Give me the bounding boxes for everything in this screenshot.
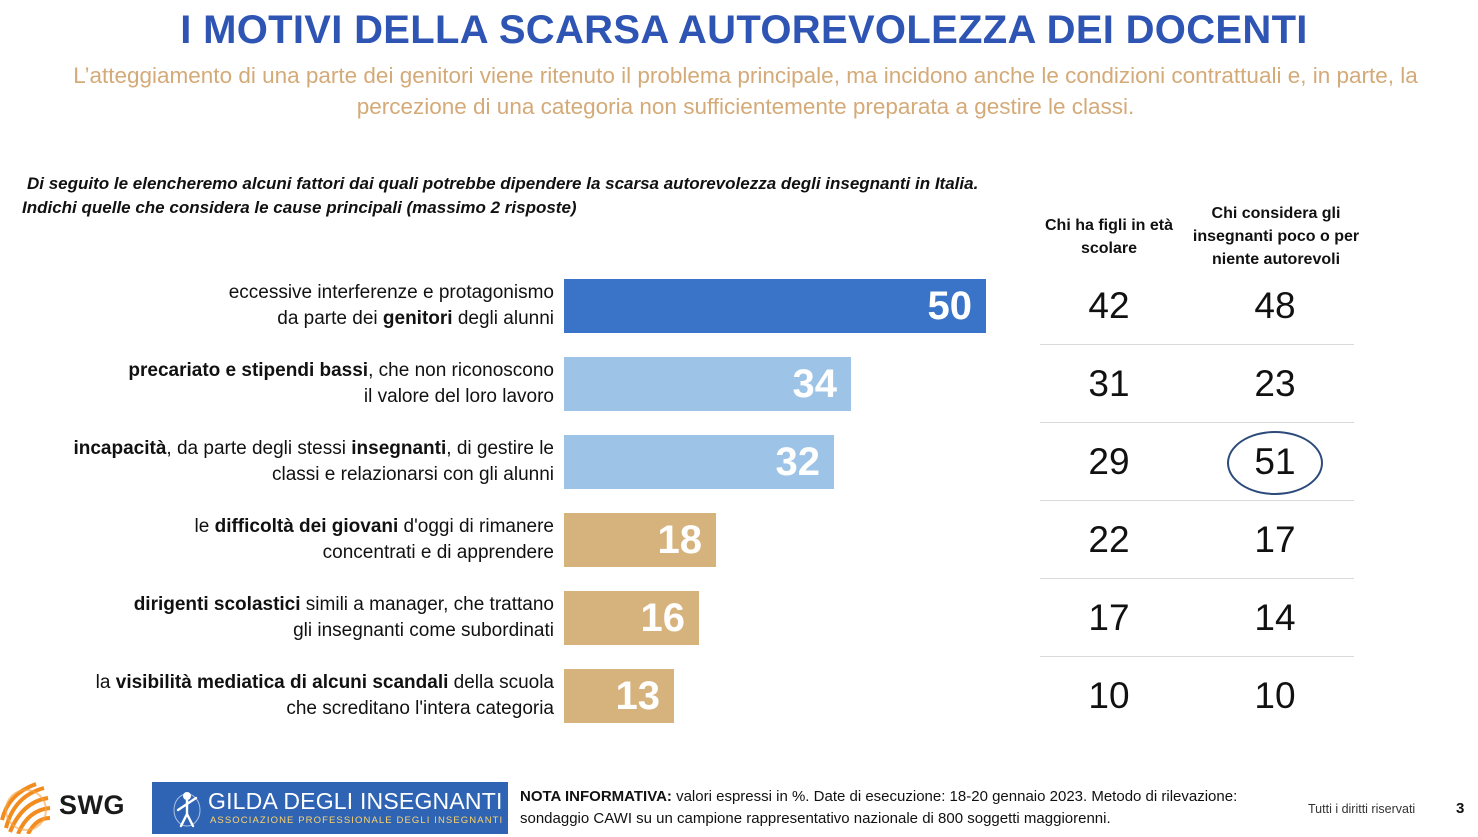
gilda-logo: GILDA DEGLI INSEGNANTI ASSOCIAZIONE PROF… xyxy=(152,782,508,834)
chart-row: la visibilità mediatica di alcuni scanda… xyxy=(0,669,1478,747)
column-header-parents: Chi ha figli in età scolare xyxy=(1044,217,1173,257)
value-parents: 22 xyxy=(1088,519,1130,560)
teacher-figure-icon xyxy=(173,792,201,828)
bar-value-label: 34 xyxy=(792,362,838,406)
category-label: la visibilità mediatica di alcuni scanda… xyxy=(95,672,554,719)
chart-row: precariato e stipendi bassi, che non ric… xyxy=(0,357,1478,435)
survey-question: Di seguito le elencheremo alcuni fattori… xyxy=(22,172,1082,220)
bar-value-label: 13 xyxy=(615,674,661,718)
bar-value-label: 50 xyxy=(927,284,973,328)
row-separator xyxy=(1040,422,1354,423)
value-low-authority: 48 xyxy=(1254,285,1296,326)
row-separator xyxy=(1040,344,1354,345)
question-line-1: Di seguito le elencheremo alcuni fattori… xyxy=(27,174,979,193)
methodology-note: NOTA INFORMATIVA: valori espressi in %. … xyxy=(520,786,1240,830)
highlight-circle xyxy=(1227,431,1323,495)
page-subtitle: L’atteggiamento di una parte dei genitor… xyxy=(73,63,1418,119)
row-separator xyxy=(1040,500,1354,501)
category-label: eccessive interferenze e protagonismo da … xyxy=(228,282,554,329)
note-label: NOTA INFORMATIVA: xyxy=(520,788,672,805)
question-line-2: Indichi quelle che considera le cause pr… xyxy=(22,198,577,217)
chart-row: incapacità, da parte degli stessi insegn… xyxy=(0,435,1478,513)
chart-row: eccessive interferenze e protagonismo da … xyxy=(0,279,1478,357)
note-text: valori espressi in %. Date di esecuzione… xyxy=(520,788,1238,827)
value-parents: 29 xyxy=(1088,441,1130,482)
value-low-authority: 17 xyxy=(1254,519,1296,560)
gilda-subtitle: ASSOCIAZIONE PROFESSIONALE DEGLI INSEGNA… xyxy=(210,815,504,826)
gilda-title: GILDA DEGLI INSEGNANTI xyxy=(208,788,503,814)
rights-notice: Tutti i diritti riservati xyxy=(1308,802,1416,816)
value-low-authority: 10 xyxy=(1254,675,1296,716)
value-parents: 10 xyxy=(1088,675,1130,716)
bar-value-label: 18 xyxy=(657,518,703,562)
bar xyxy=(564,591,699,645)
swg-logo-text: SWG xyxy=(59,790,125,820)
bar-value-label: 32 xyxy=(775,440,821,484)
chart-row: dirigenti scolastici simili a manager, c… xyxy=(0,591,1478,669)
value-parents: 31 xyxy=(1088,363,1130,404)
bar-value-label: 16 xyxy=(640,596,686,640)
bar xyxy=(564,669,674,723)
bar xyxy=(564,513,716,567)
swg-logo-icon xyxy=(0,782,51,834)
value-low-authority: 14 xyxy=(1254,597,1296,638)
category-label: dirigenti scolastici simili a manager, c… xyxy=(133,594,554,641)
row-separator xyxy=(1040,656,1354,657)
value-parents: 17 xyxy=(1088,597,1130,638)
bar xyxy=(564,279,986,333)
category-label: precariato e stipendi bassi, che non ric… xyxy=(128,360,554,407)
row-separator xyxy=(1040,578,1354,579)
category-label: le difficoltà dei giovani d'oggi di rima… xyxy=(194,516,554,563)
bar xyxy=(564,357,851,411)
page-number: 3 xyxy=(1456,800,1465,817)
category-label: incapacità, da parte degli stessi insegn… xyxy=(73,438,554,485)
chart-row: le difficoltà dei giovani d'oggi di rima… xyxy=(0,513,1478,591)
page-title: I MOTIVI DELLA SCARSA AUTOREVOLEZZA DEI … xyxy=(180,8,1308,52)
value-low-authority: 23 xyxy=(1254,363,1296,404)
value-parents: 42 xyxy=(1088,285,1130,326)
column-header-low-authority: Chi considera gli insegnanti poco o per … xyxy=(1192,205,1360,268)
bar xyxy=(564,435,834,489)
